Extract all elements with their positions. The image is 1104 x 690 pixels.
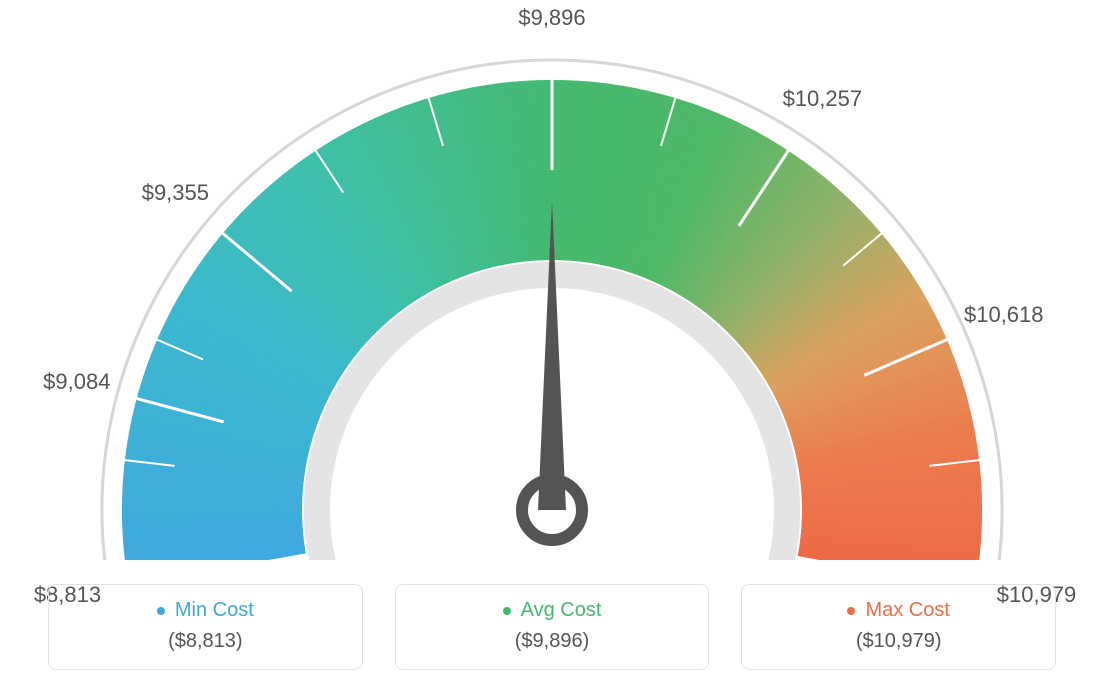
legend-row: Min Cost ($8,813) Avg Cost ($9,896) Max …: [0, 584, 1104, 670]
gauge-tick-label: $9,896: [518, 5, 585, 31]
legend-avg-value: ($9,896): [406, 630, 699, 653]
legend-max-dot-icon: [847, 607, 855, 615]
legend-min-card: Min Cost ($8,813): [48, 584, 363, 670]
cost-gauge: $8,813$9,084$9,355$9,896$10,257$10,618$1…: [0, 0, 1104, 560]
legend-min-title: Min Cost: [157, 599, 254, 622]
legend-avg-title-text: Avg Cost: [521, 599, 602, 622]
legend-avg-title: Avg Cost: [503, 599, 602, 622]
gauge-tick-label: $9,084: [43, 369, 110, 395]
legend-max-title-text: Max Cost: [865, 599, 949, 622]
legend-min-dot-icon: [157, 607, 165, 615]
legend-max-card: Max Cost ($10,979): [741, 584, 1056, 670]
gauge-tick-label: $10,257: [783, 86, 863, 112]
legend-avg-card: Avg Cost ($9,896): [395, 584, 710, 670]
legend-max-value: ($10,979): [752, 630, 1045, 653]
legend-max-title: Max Cost: [847, 599, 949, 622]
legend-min-title-text: Min Cost: [175, 599, 254, 622]
legend-min-value: ($8,813): [59, 630, 352, 653]
gauge-tick-label: $10,618: [964, 302, 1044, 328]
legend-avg-dot-icon: [503, 607, 511, 615]
gauge-tick-label: $9,355: [142, 180, 209, 206]
